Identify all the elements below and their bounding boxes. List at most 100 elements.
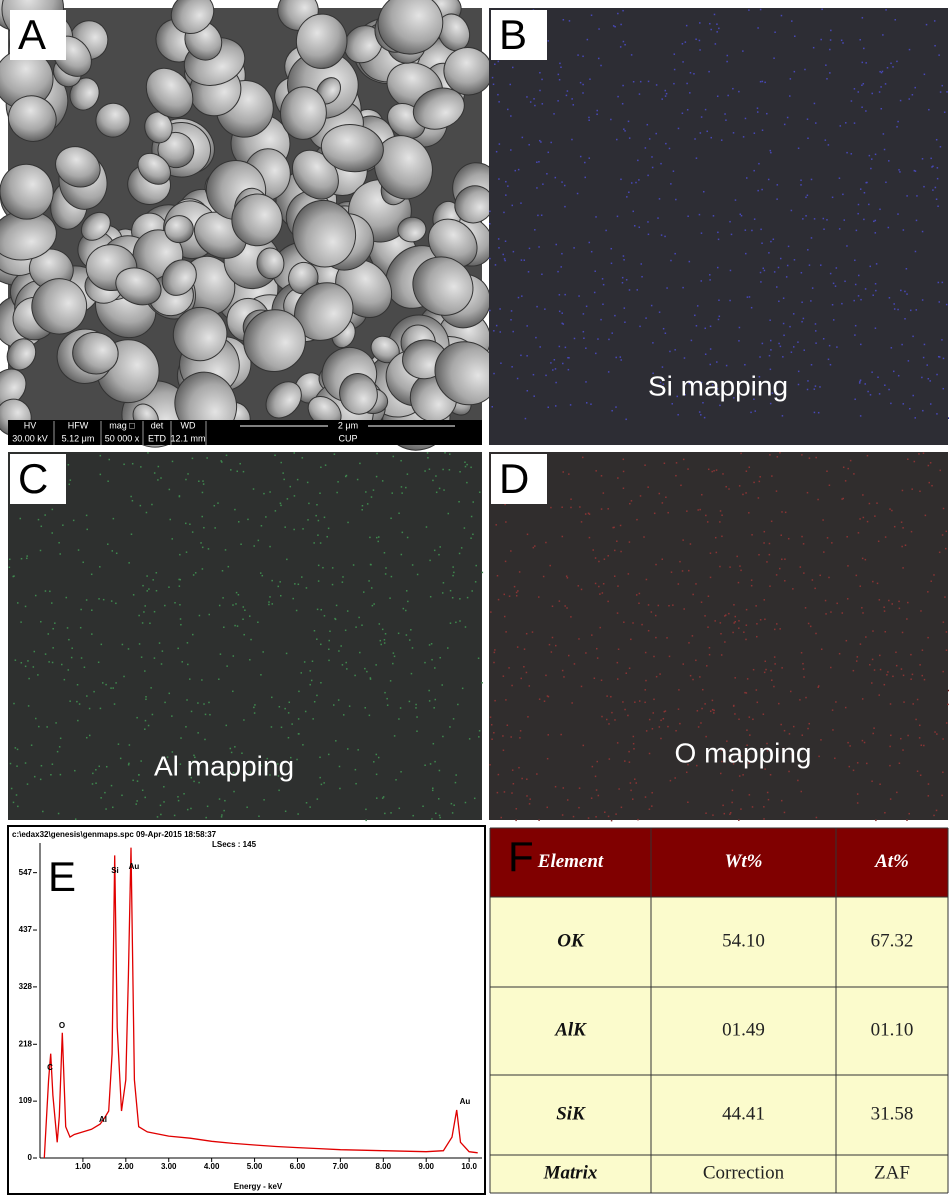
noise-dot xyxy=(862,494,864,496)
noise-dot xyxy=(861,106,863,108)
noise-dot xyxy=(250,638,252,641)
noise-dot xyxy=(515,819,517,822)
noise-dot xyxy=(914,250,917,253)
noise-dot xyxy=(507,108,509,111)
noise-dot xyxy=(820,264,822,266)
noise-dot xyxy=(512,250,515,253)
noise-dot xyxy=(632,735,635,738)
noise-dot xyxy=(156,816,159,818)
noise-dot xyxy=(564,205,566,208)
noise-dot xyxy=(434,760,436,763)
noise-dot xyxy=(146,590,148,592)
noise-dot xyxy=(193,754,195,757)
noise-dot xyxy=(442,582,445,584)
noise-dot xyxy=(850,100,853,102)
noise-dot xyxy=(594,270,596,273)
noise-dot xyxy=(906,819,908,821)
noise-dot xyxy=(163,786,165,788)
noise-dot xyxy=(341,581,344,583)
noise-dot xyxy=(341,664,344,666)
noise-dot xyxy=(554,405,557,407)
noise-dot xyxy=(127,648,130,650)
noise-dot xyxy=(603,558,606,560)
peak-label: O xyxy=(59,1021,65,1030)
noise-dot xyxy=(594,557,597,559)
noise-dot xyxy=(761,129,764,131)
noise-dot xyxy=(815,456,817,459)
noise-dot xyxy=(677,708,680,710)
noise-dot xyxy=(845,122,847,124)
x-tick-label: 9.00 xyxy=(418,1162,434,1171)
panel-label: E xyxy=(48,853,76,900)
noise-dot xyxy=(682,663,685,665)
noise-dot xyxy=(521,295,523,297)
noise-dot xyxy=(180,623,182,626)
noise-dot xyxy=(871,780,873,783)
noise-dot xyxy=(660,737,662,740)
noise-dot xyxy=(144,728,146,730)
noise-dot xyxy=(121,794,123,797)
noise-dot xyxy=(681,112,684,115)
noise-dot xyxy=(406,473,409,475)
noise-dot xyxy=(738,485,741,487)
noise-dot xyxy=(431,658,433,661)
noise-dot xyxy=(198,614,201,617)
info-value: ETD xyxy=(148,433,167,443)
noise-dot xyxy=(306,481,309,484)
noise-dot xyxy=(936,177,939,180)
noise-dot xyxy=(62,524,64,526)
noise-dot xyxy=(239,462,241,465)
noise-dot xyxy=(842,42,844,44)
noise-dot xyxy=(185,522,187,525)
noise-dot xyxy=(879,654,881,657)
panel-label: C xyxy=(18,455,48,502)
noise-dot xyxy=(860,343,862,346)
panel-label: D xyxy=(499,455,529,502)
noise-dot xyxy=(152,579,154,581)
noise-dot xyxy=(764,768,766,770)
noise-dot xyxy=(527,716,529,718)
noise-dot xyxy=(91,609,93,611)
noise-dot xyxy=(745,624,748,626)
noise-dot xyxy=(781,511,783,513)
noise-dot xyxy=(944,547,947,550)
noise-dot xyxy=(361,624,363,626)
noise-dot xyxy=(706,130,708,133)
noise-dot xyxy=(600,475,603,477)
noise-dot xyxy=(95,769,97,771)
noise-dot xyxy=(416,730,418,732)
table-row-head: Matrix xyxy=(543,1162,598,1183)
noise-dot xyxy=(868,203,870,206)
noise-dot xyxy=(519,730,522,732)
noise-dot xyxy=(942,387,945,390)
noise-dot xyxy=(317,534,319,536)
noise-dot xyxy=(573,663,576,665)
grain xyxy=(377,0,444,55)
noise-dot xyxy=(582,92,584,94)
noise-dot xyxy=(828,576,830,579)
noise-dot xyxy=(762,267,765,270)
noise-dot xyxy=(912,335,914,338)
noise-dot xyxy=(342,714,345,716)
noise-dot xyxy=(46,726,48,728)
noise-dot xyxy=(331,583,334,586)
noise-dot xyxy=(494,649,496,651)
noise-dot xyxy=(817,498,819,501)
noise-dot xyxy=(293,528,295,531)
noise-dot xyxy=(390,812,392,814)
info-label: det xyxy=(151,420,164,430)
noise-dot xyxy=(827,358,830,361)
noise-dot xyxy=(944,596,946,598)
noise-dot xyxy=(241,752,243,754)
o-map xyxy=(489,452,948,820)
noise-dot xyxy=(582,330,585,333)
noise-dot xyxy=(189,523,191,526)
noise-dot xyxy=(874,153,877,156)
noise-dot xyxy=(857,203,860,206)
noise-dot xyxy=(366,503,369,505)
noise-dot xyxy=(737,581,740,584)
noise-dot xyxy=(901,631,904,634)
noise-dot xyxy=(540,214,543,216)
noise-dot xyxy=(201,546,204,549)
noise-dot xyxy=(885,181,887,184)
